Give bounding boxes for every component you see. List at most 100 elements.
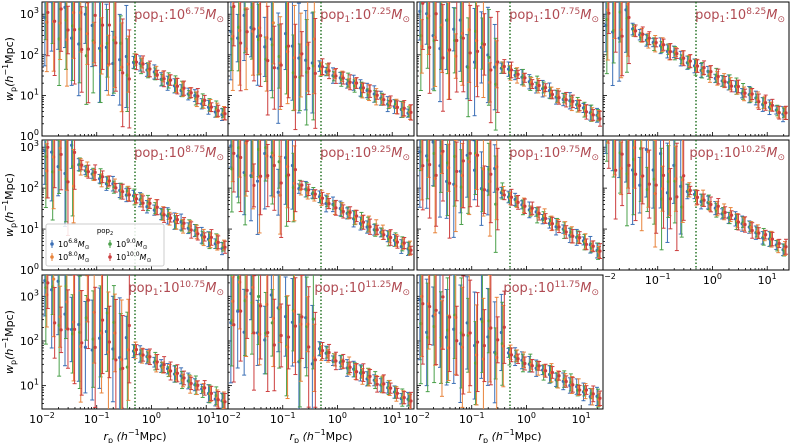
data-point: [148, 201, 152, 205]
y-tick-exp: 0: [34, 262, 39, 271]
data-point: [286, 173, 291, 177]
data-point: [620, 34, 624, 38]
data-point: [382, 233, 386, 237]
xlabel-h: (h: [113, 430, 128, 443]
legend-base: 10: [116, 253, 126, 262]
y-tick-base: 10: [20, 49, 34, 62]
data-point: [148, 355, 152, 359]
data-point: [175, 84, 180, 88]
data-point: [784, 111, 788, 115]
ylabel-w: w: [3, 92, 16, 101]
data-point: [141, 62, 145, 66]
title-base: :10: [164, 8, 185, 23]
ylabel-sub: p: [9, 223, 18, 228]
data-point: [502, 193, 506, 197]
data-point: [86, 170, 90, 174]
data-point: [434, 173, 438, 177]
data-point: [189, 91, 193, 95]
data-point: [80, 341, 84, 345]
data-point: [168, 369, 173, 373]
data-point: [421, 164, 425, 168]
title-unit: M: [391, 8, 402, 23]
x-tick-label: 10−1: [645, 272, 671, 287]
data-point: [203, 235, 207, 239]
data-point: [468, 151, 472, 155]
data-point: [272, 163, 276, 168]
ylabel-end: Mpc): [3, 37, 16, 64]
data-point: [764, 101, 768, 105]
panel-title: pop1:109.75M⊙: [509, 145, 599, 163]
y-tick-label: 100: [20, 262, 39, 277]
data-point: [509, 195, 514, 199]
data-point: [389, 99, 393, 103]
data-point: [72, 150, 77, 154]
data-point: [709, 202, 713, 207]
data-point: [300, 183, 304, 187]
panel-2: pop1:107.25M⊙: [227, 1, 415, 137]
title-pop: pop: [689, 146, 713, 161]
data-point: [441, 149, 445, 153]
title-pop-sub: 1: [534, 153, 540, 163]
data-point: [723, 210, 727, 215]
legend-base: 10: [116, 240, 126, 249]
data-point: [709, 70, 713, 74]
series-group: [228, 2, 413, 131]
title-unit-sub: ⊙: [402, 153, 410, 163]
data-point: [127, 77, 131, 81]
data-point: [236, 309, 240, 313]
data-point: [223, 400, 227, 404]
data-point: [633, 29, 638, 33]
series-group: [42, 275, 227, 409]
data-point: [614, 168, 618, 172]
panel-6: pop1:109.25M⊙: [227, 139, 415, 271]
data-point: [633, 172, 638, 176]
data-point: [441, 56, 445, 60]
data-point: [537, 211, 541, 216]
series-group: [417, 2, 602, 131]
data-point: [127, 323, 131, 328]
title-exp: 7.75: [560, 7, 580, 17]
data-point: [675, 51, 679, 56]
data-point: [266, 173, 270, 178]
ylabel-sub: p: [9, 360, 18, 365]
data-point: [334, 206, 338, 210]
title-unit: M: [580, 146, 591, 161]
title-pop: pop: [320, 8, 344, 23]
data-point: [757, 100, 761, 104]
x-tick-exp: 1: [211, 411, 216, 420]
title-unit-sub: ⊙: [777, 15, 785, 25]
data-point: [428, 163, 432, 167]
data-point: [661, 173, 666, 178]
data-point: [395, 105, 400, 110]
x-tick-base: 10: [84, 413, 98, 426]
data-point: [86, 47, 90, 51]
legend-marker: [108, 255, 112, 259]
title-base: :10: [725, 8, 746, 23]
data-point: [584, 110, 589, 114]
data-point: [354, 214, 359, 218]
data-point: [300, 52, 304, 56]
data-point: [361, 220, 366, 224]
data-point: [286, 44, 291, 48]
title-unit-sub: ⊙: [777, 153, 785, 163]
data-point: [647, 182, 651, 186]
legend-unit: M: [140, 253, 147, 262]
data-point: [155, 360, 159, 364]
legend-entry: 1010.0M⊙: [116, 251, 151, 264]
data-point: [66, 327, 70, 331]
data-point: [155, 205, 159, 209]
title-base: :10: [350, 8, 371, 23]
title-unit-sub: ⊙: [591, 153, 599, 163]
data-point: [52, 277, 56, 281]
data-point: [66, 180, 70, 184]
data-point: [121, 71, 125, 75]
title-exp: 8.75: [185, 145, 205, 155]
panel-title: pop1:1010.25M⊙: [689, 145, 785, 163]
data-point: [716, 204, 720, 208]
data-point: [59, 7, 63, 11]
data-point: [455, 38, 459, 43]
data-point: [607, 136, 610, 139]
